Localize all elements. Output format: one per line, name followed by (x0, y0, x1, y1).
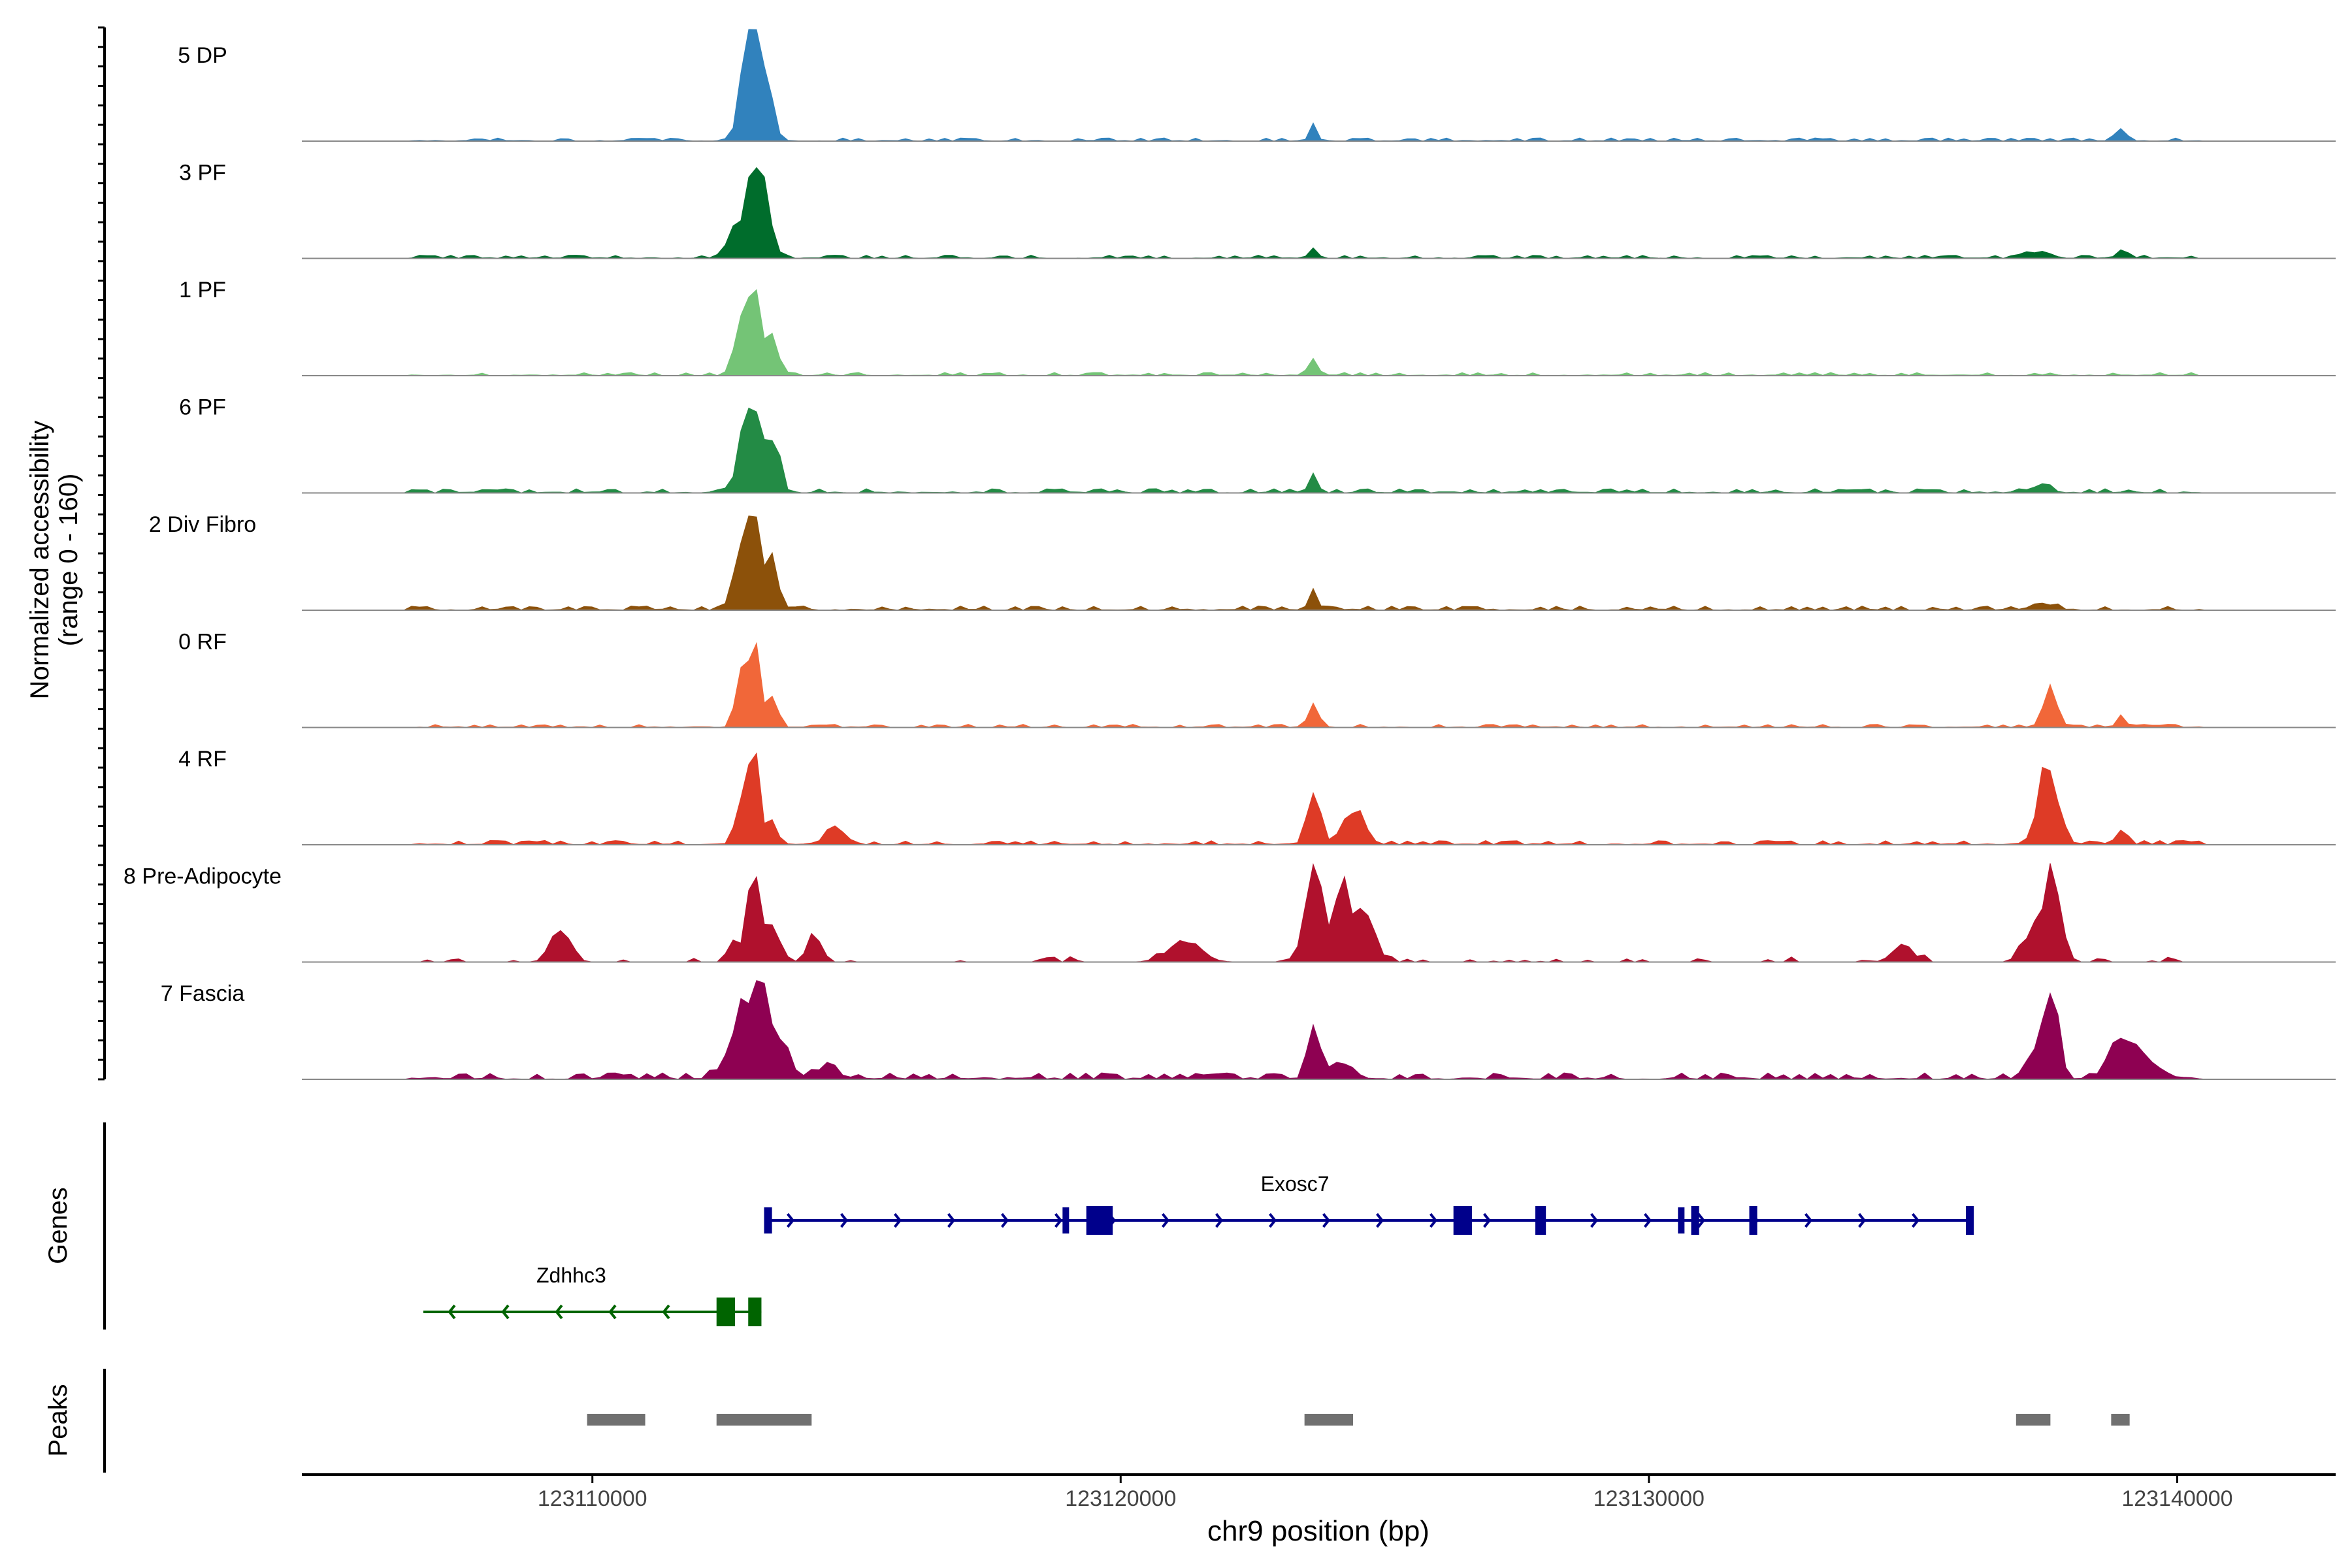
gene-zdhhc3: Zdhhc3 (423, 1264, 762, 1326)
coverage-area (302, 29, 2336, 142)
strand-arrow-icon (1697, 1213, 1706, 1228)
coverage-y-axis (98, 26, 106, 1081)
strand-arrow-icon (1857, 1213, 1867, 1228)
x-tick-label: 123120000 (1065, 1486, 1176, 1511)
gene-exon (764, 1207, 772, 1233)
gene-exon (1966, 1206, 1974, 1235)
coverage-area (302, 980, 2336, 1080)
gene-label: Exosc7 (1261, 1172, 1330, 1196)
peak-regions (587, 1414, 2130, 1426)
track-4: 2 Div Fibro (149, 512, 2336, 611)
track-label: 1 PF (179, 278, 226, 302)
track-1: 3 PF (179, 161, 2336, 259)
strand-arrow-icon (1375, 1213, 1384, 1228)
strand-arrow-icon (662, 1304, 670, 1320)
track-7: 8 Pre-Adipocyte (123, 863, 2336, 963)
x-axis: 123110000 123120000 123130000 123140000 (538, 1475, 2233, 1511)
peak-region (2016, 1414, 2051, 1426)
y-axis-label-line2: (range 0 - 160) (54, 474, 83, 647)
gene-exon (1453, 1206, 1472, 1235)
track-2: 1 PF (179, 278, 2336, 376)
strand-arrow-icon (1911, 1213, 1920, 1228)
strand-arrow-icon (1268, 1213, 1277, 1228)
strand-arrow-icon (1215, 1213, 1224, 1228)
gene-exosc7: Exosc7 (764, 1172, 1974, 1235)
track-6: 4 RF (178, 747, 2336, 845)
gene-label: Zdhhc3 (536, 1264, 606, 1287)
strand-arrow-icon (893, 1213, 902, 1228)
track-5: 0 RF (178, 630, 2336, 728)
genes-axis-label: Genes (44, 1187, 73, 1264)
track-label: 5 DP (178, 43, 227, 68)
x-axis-label: chr9 position (bp) (1207, 1515, 1429, 1547)
strand-arrow-icon (1161, 1213, 1170, 1228)
strand-arrow-icon (555, 1304, 563, 1320)
strand-arrow-icon (1482, 1213, 1492, 1228)
strand-arrow-icon (1429, 1213, 1438, 1228)
track-label: 7 Fascia (161, 981, 245, 1006)
peak-region (587, 1414, 645, 1426)
strand-arrow-icon (840, 1213, 849, 1228)
track-label: 3 PF (179, 161, 226, 186)
strand-arrow-icon (448, 1304, 456, 1320)
track-label: 6 PF (179, 395, 226, 420)
y-axis-label-line1: Normalized accessibility (25, 421, 54, 700)
track-label: 0 RF (178, 630, 227, 655)
strand-arrow-icon (1643, 1213, 1652, 1228)
strand-arrow-icon (947, 1213, 956, 1228)
track-label: 4 RF (178, 747, 227, 772)
coverage-area (302, 515, 2336, 611)
gene-exon (1678, 1207, 1685, 1233)
gene-annotations: Exosc7 Zdhhc3 (423, 1172, 1974, 1326)
strand-arrow-icon (608, 1304, 617, 1320)
coverage-tracks: 5 DP 3 PF 1 PF 6 PF 2 Div Fibro 0 RF 4 RF 8 Pre… (123, 29, 2336, 1080)
gene-exon (1749, 1206, 1757, 1235)
gene-exon (1691, 1206, 1699, 1235)
gene-exon (716, 1298, 736, 1326)
gene-exon (1062, 1207, 1070, 1233)
strand-arrow-icon (1804, 1213, 1813, 1228)
strand-arrow-icon (1322, 1213, 1331, 1228)
strand-arrow-icon (1590, 1213, 1599, 1228)
strand-arrow-icon (1000, 1213, 1009, 1228)
peaks-axis-label: Peaks (44, 1384, 73, 1456)
track-0: 5 DP (178, 29, 2336, 142)
strand-arrow-icon (786, 1213, 795, 1228)
gene-exon (748, 1298, 762, 1326)
peak-region (2111, 1414, 2130, 1426)
track-label: 2 Div Fibro (149, 512, 256, 537)
x-tick-label: 123110000 (538, 1486, 647, 1511)
gene-exon (1086, 1206, 1113, 1235)
x-tick-label: 123130000 (1593, 1486, 1705, 1511)
track-3: 6 PF (179, 395, 2336, 494)
peak-region (716, 1414, 812, 1426)
track-8: 7 Fascia (161, 980, 2336, 1080)
strand-arrow-icon (1054, 1213, 1063, 1228)
strand-arrow-icon (501, 1304, 510, 1320)
x-tick-label: 123140000 (2121, 1486, 2232, 1511)
track-label: 8 Pre-Adipocyte (123, 864, 282, 889)
coverage-area (302, 642, 2336, 728)
peak-region (1304, 1414, 1354, 1426)
gene-exon (1535, 1206, 1546, 1235)
